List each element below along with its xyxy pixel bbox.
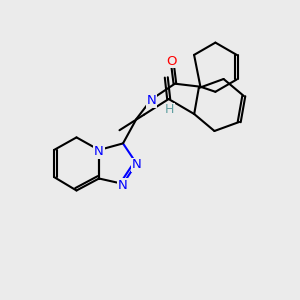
Text: N: N [94,145,104,158]
Text: N: N [147,94,156,107]
Text: N: N [132,158,141,172]
Text: O: O [167,55,177,68]
Text: H: H [165,103,174,116]
Text: N: N [118,179,128,192]
